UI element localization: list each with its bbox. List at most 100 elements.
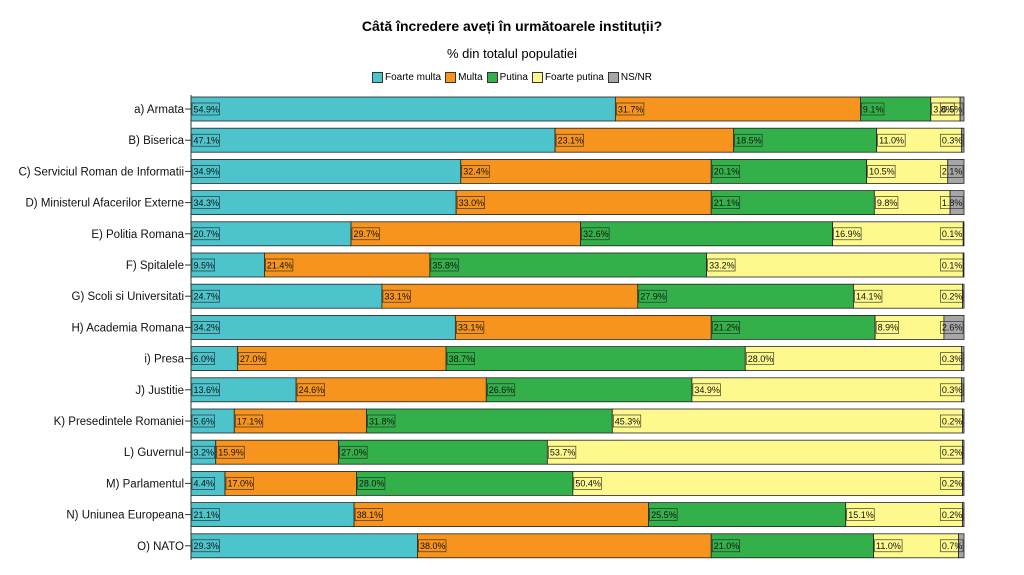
data-label: 34.3% — [194, 198, 220, 208]
data-label-box — [711, 539, 741, 553]
data-label: 34.9% — [694, 385, 720, 395]
data-label-box — [191, 196, 220, 209]
bar-segment-multa — [455, 190, 712, 216]
legend-swatch — [607, 72, 619, 83]
bar-segment-putina — [637, 283, 854, 309]
data-label: 17.1% — [237, 416, 263, 426]
data-label: 11.0% — [879, 136, 904, 146]
legend-swatch — [371, 72, 383, 83]
bar-segment-foarte-multa — [190, 127, 556, 153]
data-label: 33.1% — [384, 292, 410, 302]
data-label: 9.1% — [863, 104, 884, 114]
data-label: 45.3% — [615, 416, 641, 426]
data-label: 53.7% — [550, 448, 576, 458]
data-label-box — [354, 508, 383, 521]
legend-label: Foarte multa — [384, 72, 442, 83]
data-label: 33.0% — [459, 198, 485, 208]
data-label: 14.1% — [856, 292, 882, 302]
legend-swatch — [531, 72, 543, 83]
data-label-box — [191, 133, 220, 147]
data-label-box — [191, 352, 215, 365]
data-label: 24.7% — [194, 292, 220, 302]
data-label-box — [711, 196, 741, 209]
data-label-box — [191, 445, 215, 459]
bar-segment-putina — [429, 252, 707, 278]
chart-subtitle: % din totalul populatiei — [446, 46, 578, 61]
data-label: 11.0% — [876, 541, 901, 551]
data-label: 3.8% — [933, 104, 954, 114]
category-label: K) Presedintele Romaniei — [54, 416, 184, 428]
data-label-box — [581, 227, 610, 241]
data-label: 27.0% — [341, 448, 367, 458]
bar-segment-foarte-multa — [190, 346, 238, 372]
data-label: 15.1% — [848, 510, 874, 520]
data-label: 1.8% — [942, 198, 963, 208]
legend-label: Multa — [458, 72, 483, 83]
data-label: 9.5% — [194, 260, 215, 270]
data-label-box — [238, 352, 267, 365]
data-label-box — [486, 383, 516, 397]
bar-segment-multa — [233, 408, 367, 434]
data-label: 4.4% — [194, 479, 215, 489]
data-label-box — [940, 133, 964, 147]
bar-segment-ns-nr — [959, 96, 965, 122]
data-label: 27.9% — [640, 292, 666, 302]
bar-segment-foarte-multa — [190, 158, 462, 184]
data-label-box — [867, 165, 896, 178]
data-label-box — [418, 539, 447, 553]
data-label-box — [367, 414, 396, 428]
data-label-box — [191, 102, 220, 116]
bar-segment-foarte-multa — [190, 502, 355, 528]
data-label: 38.0% — [420, 541, 446, 551]
data-label: 0.2% — [942, 479, 963, 489]
data-label: 0.2% — [942, 448, 963, 458]
bar-segment-foarte-putina — [874, 314, 945, 340]
category-label: H) Academia Romana — [72, 322, 185, 334]
data-label-box — [638, 289, 667, 303]
data-label-box — [846, 508, 875, 521]
data-label-box — [351, 227, 380, 241]
category-label: O) NATO — [137, 541, 184, 553]
data-label-box — [940, 289, 964, 303]
data-label: 47.1% — [194, 136, 220, 146]
data-label-box — [711, 165, 741, 178]
legend-label: NS/NR — [620, 72, 652, 83]
data-label-box — [707, 258, 736, 272]
data-label-box — [940, 352, 964, 365]
legend-swatch — [486, 72, 498, 83]
data-label: 29.3% — [194, 541, 220, 551]
bar-segment-foarte-putina — [706, 252, 964, 278]
data-label-box — [456, 196, 485, 209]
data-label: 50.4% — [575, 479, 601, 489]
data-label: 16.9% — [835, 229, 861, 239]
legend-item-foarte-multa: Foarte multa — [371, 72, 442, 83]
bar-segment-multa — [224, 470, 357, 496]
bar-segment-putina — [710, 314, 876, 340]
legend-item-ns-nr: NS/NR — [607, 72, 652, 83]
legend-swatch — [445, 72, 457, 83]
data-label: 25.5% — [651, 510, 677, 520]
data-label: 9.8% — [877, 198, 898, 208]
data-label-box — [555, 133, 584, 147]
data-label: 21.4% — [267, 260, 293, 270]
bar-segment-putina — [860, 96, 932, 122]
data-label-box — [234, 414, 264, 428]
data-label-box — [940, 227, 964, 241]
bar-segment-multa — [353, 502, 650, 528]
data-label: 28.0% — [359, 479, 385, 489]
data-label: 34.9% — [194, 167, 220, 177]
bar-segment-putina — [445, 346, 746, 372]
data-label: 31.7% — [618, 104, 644, 114]
data-label: 21.2% — [714, 323, 740, 333]
bar-segment-putina — [338, 439, 548, 465]
data-label-box — [833, 227, 862, 241]
data-label-box — [357, 477, 386, 490]
data-label-box — [874, 539, 903, 553]
data-label-box — [734, 133, 763, 147]
data-label-box — [191, 414, 215, 428]
legend-item-multa: Multa — [445, 72, 483, 83]
data-label-box — [940, 414, 964, 428]
bar-segment-multa — [350, 221, 581, 247]
category-label: B) Biserica — [128, 135, 184, 147]
category-label: J) Justitie — [135, 385, 184, 397]
